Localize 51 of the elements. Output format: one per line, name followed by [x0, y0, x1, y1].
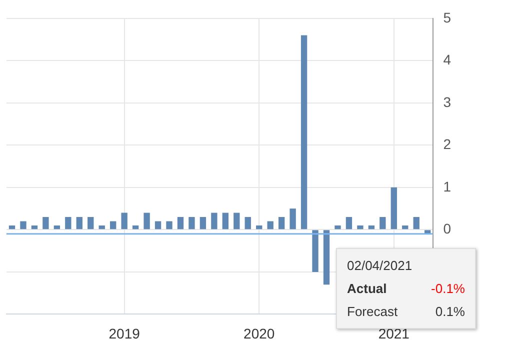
- bar: [267, 221, 274, 230]
- bar: [88, 217, 94, 230]
- annotation: Forecast: [347, 303, 398, 321]
- bar: [65, 217, 72, 230]
- bar: [380, 217, 386, 230]
- bar: [346, 217, 352, 230]
- bar: [31, 225, 38, 230]
- bar: [290, 208, 296, 230]
- bar: [244, 217, 251, 230]
- bar: [42, 217, 49, 230]
- annotation: Actual: [347, 280, 387, 298]
- bar: [390, 187, 397, 230]
- bar: [132, 225, 139, 230]
- y-tick-label: 4: [443, 52, 452, 68]
- text: 0.1%: [435, 303, 465, 321]
- bar: [110, 221, 116, 230]
- y-tick-label: 0: [443, 220, 452, 237]
- bar: [121, 212, 128, 230]
- bar: [234, 212, 240, 230]
- bar: [300, 35, 308, 230]
- bar: [323, 230, 330, 285]
- bar: [154, 221, 162, 230]
- bar: [8, 225, 16, 230]
- bar: [256, 225, 262, 230]
- bar: [402, 225, 408, 230]
- x-tick-label: 2020: [244, 325, 275, 342]
- y-tick-label: 1: [443, 178, 452, 194]
- bar: [144, 212, 150, 230]
- x-tick-label: 2019: [108, 325, 140, 342]
- y-tick-label: 5: [443, 9, 452, 26]
- annotation: -0.1%: [431, 280, 465, 298]
- bar: [177, 217, 184, 230]
- x-tick-label: 2021: [378, 325, 410, 342]
- bar: [334, 225, 341, 230]
- bar: [312, 230, 318, 272]
- bar: [20, 221, 26, 230]
- y-tick-label: 2: [443, 136, 452, 152]
- bar: [54, 225, 60, 230]
- bar: [166, 221, 172, 230]
- bar: [222, 212, 229, 230]
- y-tick-label: 3: [443, 94, 452, 110]
- bar: [200, 217, 206, 230]
- annotation: 02/04/2021: [347, 257, 414, 275]
- bar: [98, 225, 105, 230]
- bar: [368, 225, 375, 230]
- bar: [76, 217, 82, 230]
- bar: [413, 217, 420, 230]
- bar: [357, 225, 364, 230]
- bar: [211, 212, 218, 230]
- bar: [188, 217, 195, 230]
- bar: [278, 217, 285, 230]
